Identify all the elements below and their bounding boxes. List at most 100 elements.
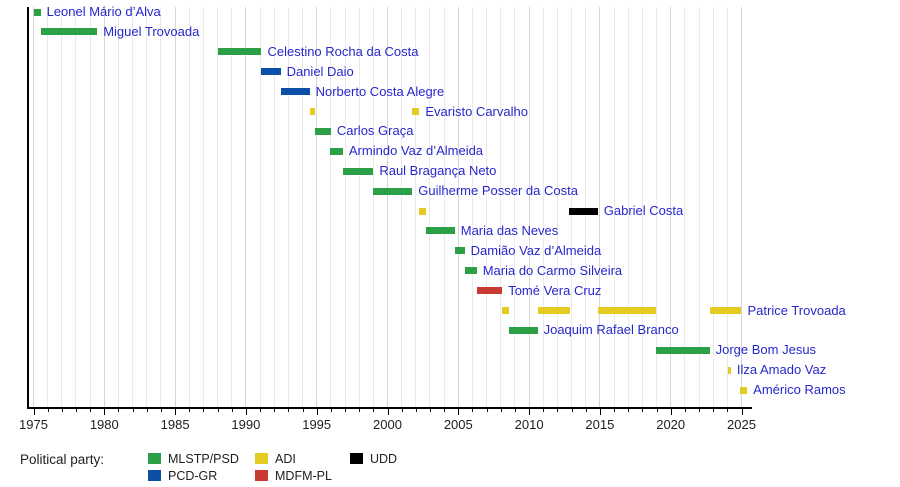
year-gridline [202,7,204,407]
axis-tick-label: 1990 [231,417,261,432]
year-gridline [117,7,119,407]
axis-tick [302,409,304,412]
axis-tick-label: 1995 [302,417,332,432]
year-gridline [429,7,431,407]
term-bar [373,187,413,195]
axis-tick [146,409,148,412]
y-axis-line [27,7,29,409]
axis-tick-label: 2020 [656,417,686,432]
year-gridline [330,7,332,407]
axis-tick [61,409,63,412]
term-bar [217,48,262,56]
axis-tick [274,409,276,412]
legend-item: MDFM-PL [255,468,332,483]
year-gridline [287,7,289,407]
year-gridline [457,7,459,407]
term-bar [569,207,598,215]
year-gridline [132,7,134,407]
axis-tick [132,409,134,412]
axis-tick [599,409,601,415]
axis-tick [118,409,120,412]
axis-tick [500,409,502,412]
year-gridline [47,7,49,407]
legend-label: MDFM-PL [275,468,332,483]
axis-tick [359,409,361,412]
term-bar [426,227,455,235]
legend-item: ADI [255,452,296,466]
axis-tick [33,409,35,415]
term-bar [537,307,571,314]
year-gridline [712,7,714,407]
axis-tick [316,409,318,415]
person-label: Raul Bragança Neto [379,163,497,179]
person-label: Celestino Rocha da Costa [267,43,419,59]
axis-tick [245,409,247,415]
axis-tick-label: 2015 [585,417,615,432]
axis-tick-label: 1980 [89,417,119,432]
axis-tick-label: 2005 [443,417,473,432]
axis-tick [345,409,347,412]
term-bar [476,287,503,295]
axis-tick [373,409,375,412]
term-bar [598,307,656,314]
legend-swatch [350,453,363,464]
term-bar [728,366,731,374]
person-label: Damião Vaz d’Almeida [470,242,602,258]
year-gridline [273,7,275,407]
year-gridline [471,7,473,407]
axis-tick [429,409,431,412]
legend-swatch [148,453,161,464]
year-gridline [741,7,742,407]
year-gridline [217,7,219,407]
person-label: Patrice Trovoada [747,302,846,318]
axis-tick-label: 1975 [19,417,48,432]
person-label: Tomé Vera Cruz [508,282,602,298]
term-bar [342,167,374,175]
person-label: Carlos Graça [336,123,414,139]
term-bar [502,307,509,314]
person-label: Guilherme Posser da Costa [418,183,578,199]
legend-swatch [255,470,268,481]
year-gridline [387,7,388,407]
axis-tick [330,409,332,412]
axis-tick [203,409,205,412]
year-gridline [316,7,318,407]
year-gridline [656,7,658,407]
person-label: Américo Ramos [753,382,846,398]
person-label: Norberto Costa Alegre [315,83,445,99]
term-bar [261,68,281,76]
term-bar [330,147,343,155]
axis-tick [260,409,262,412]
legend-item: PCD-GR [148,469,217,483]
axis-tick [288,409,290,412]
year-gridline [188,7,190,407]
legend-label: MLSTP/PSD [168,451,239,466]
axis-tick [415,409,417,412]
person-label: Jorge Bom Jesus [715,342,817,358]
legend-item: MLSTP/PSD [148,451,239,466]
term-bar [41,28,98,36]
year-gridline [556,7,558,407]
legend-label: UDD [370,451,398,466]
axis-tick [231,409,233,412]
axis-tick [628,409,630,412]
person-label: Daniel Daio [286,63,354,79]
axis-tick [571,409,573,412]
axis-tick [713,409,715,412]
year-gridline [641,7,643,407]
term-bar [709,307,742,314]
year-gridline [698,7,700,407]
axis-tick [614,409,616,412]
year-gridline [585,7,587,407]
legend-swatch [148,470,161,481]
person-label: Gabriel Costa [603,203,684,218]
term-bar [508,326,538,334]
year-gridline [372,7,374,407]
axis-tick [75,409,77,412]
axis-tick [684,409,686,412]
term-bar [280,88,310,96]
axis-tick [670,409,672,415]
axis-tick [444,409,446,412]
axis-tick [458,409,460,415]
